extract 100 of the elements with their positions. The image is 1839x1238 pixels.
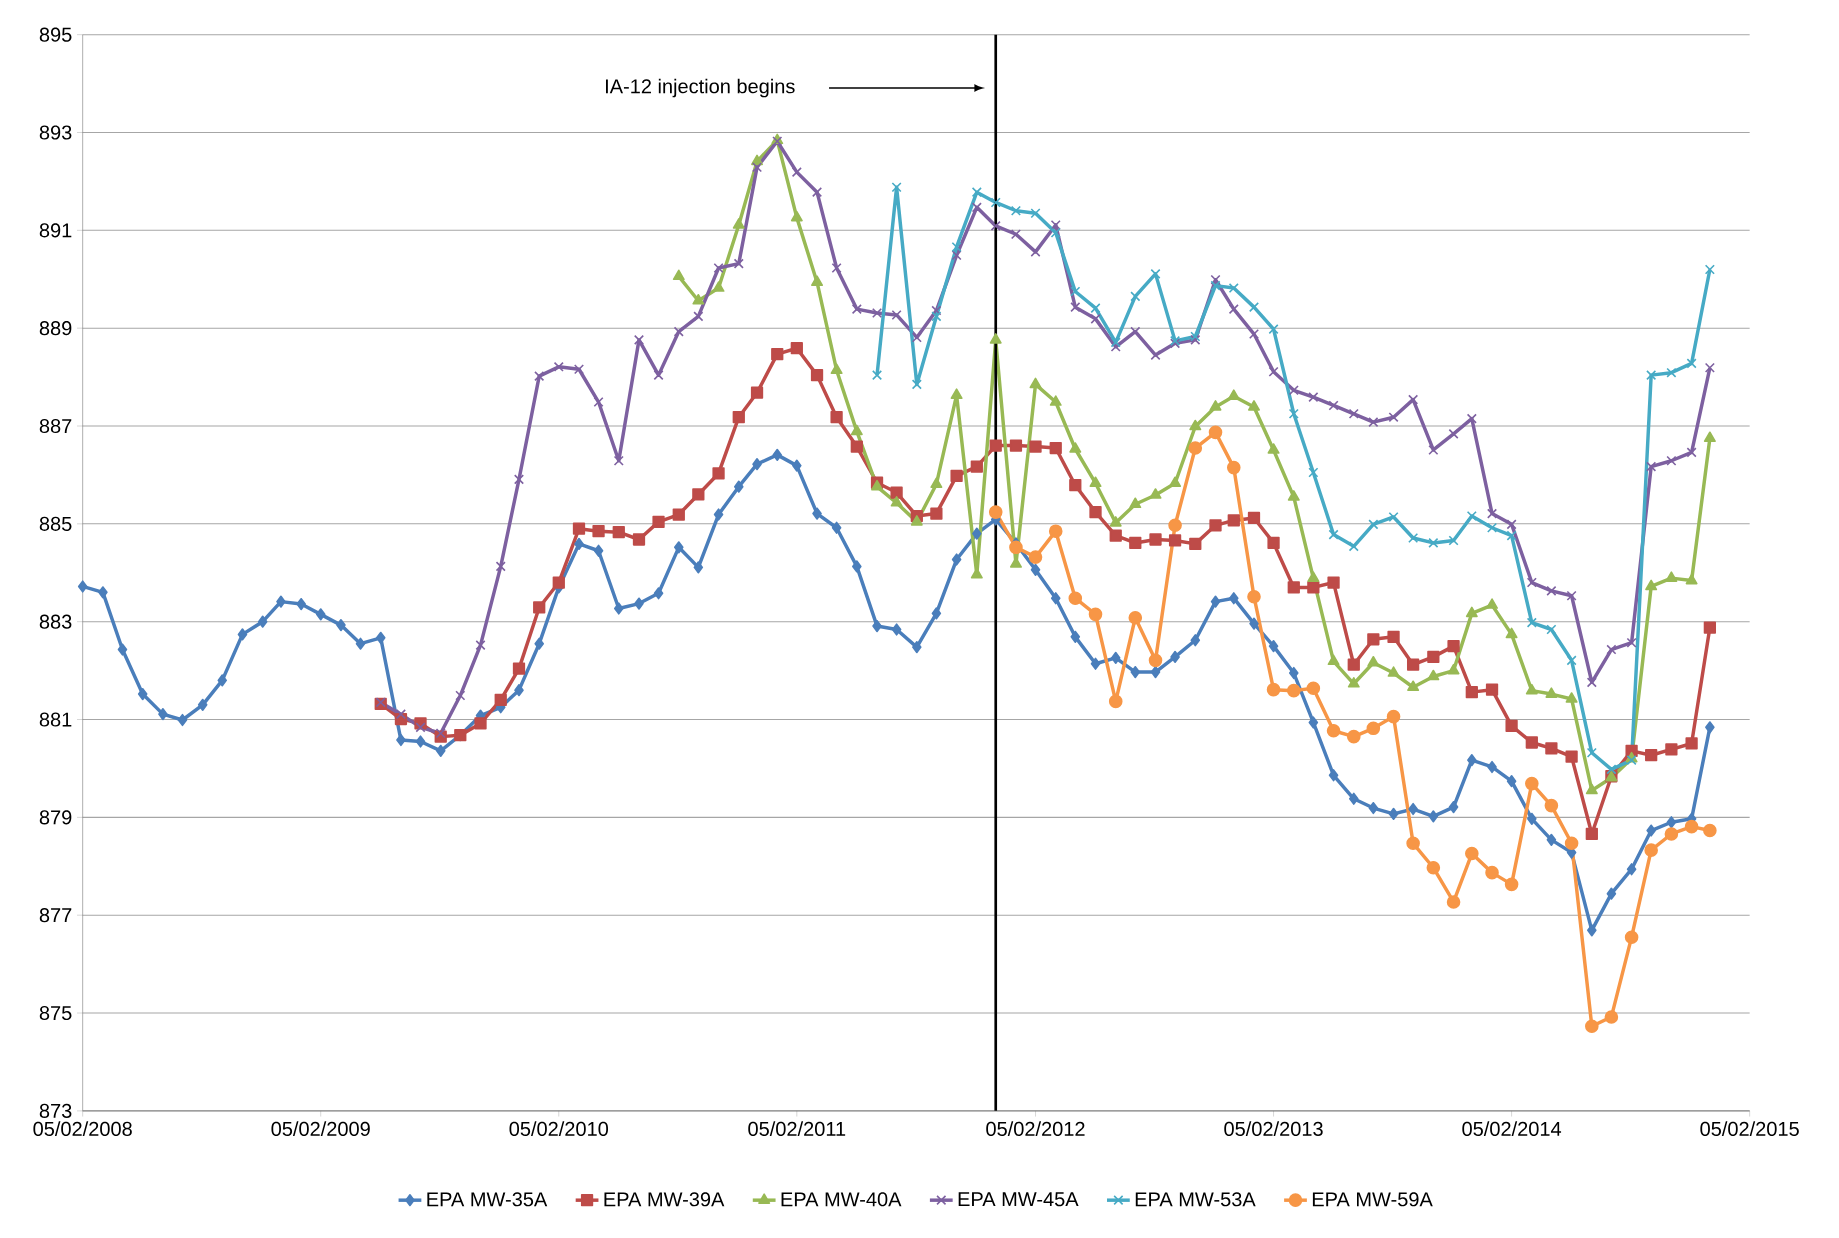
point bbox=[1248, 400, 1260, 411]
point bbox=[1090, 303, 1101, 314]
point bbox=[1029, 377, 1042, 389]
y-tick-label: 891 bbox=[39, 223, 72, 238]
point bbox=[1544, 799, 1559, 813]
point bbox=[1486, 598, 1499, 610]
point bbox=[1190, 331, 1201, 342]
point bbox=[1704, 264, 1715, 275]
point bbox=[1703, 823, 1717, 838]
x-tick-label: 05/02/2012 bbox=[986, 1121, 1085, 1137]
point bbox=[1645, 579, 1658, 591]
point bbox=[1526, 617, 1537, 628]
point bbox=[1504, 877, 1519, 892]
point bbox=[871, 370, 883, 381]
y-tick-label: 879 bbox=[39, 810, 72, 825]
point bbox=[951, 242, 962, 253]
point bbox=[989, 333, 1002, 344]
point bbox=[1686, 358, 1697, 369]
point bbox=[1525, 684, 1538, 695]
point bbox=[1387, 666, 1400, 678]
point bbox=[1407, 680, 1420, 692]
point bbox=[1665, 571, 1678, 583]
point bbox=[1287, 490, 1300, 501]
point bbox=[990, 197, 1001, 208]
point bbox=[891, 182, 902, 193]
point bbox=[1010, 205, 1021, 217]
point bbox=[1247, 590, 1261, 604]
point bbox=[1228, 283, 1239, 294]
point bbox=[1346, 730, 1361, 744]
point bbox=[732, 218, 745, 229]
legend-label: EPA MW-35A bbox=[427, 1192, 548, 1207]
point bbox=[1168, 518, 1182, 533]
point bbox=[830, 363, 843, 375]
point bbox=[790, 211, 803, 222]
point bbox=[1447, 664, 1460, 675]
point bbox=[1148, 653, 1163, 668]
point bbox=[1109, 516, 1122, 527]
x-tick-label: 05/02/2014 bbox=[1462, 1121, 1562, 1137]
point bbox=[1267, 443, 1280, 454]
point bbox=[1604, 1010, 1619, 1024]
y-tick-label: 881 bbox=[39, 712, 72, 727]
point bbox=[1268, 324, 1279, 335]
point bbox=[1448, 535, 1459, 546]
point bbox=[1150, 269, 1161, 280]
point bbox=[1505, 627, 1518, 639]
point bbox=[1606, 764, 1617, 775]
point bbox=[1266, 683, 1281, 697]
x-tick-label: 05/02/2013 bbox=[1224, 1121, 1323, 1137]
point bbox=[1525, 777, 1539, 791]
point bbox=[988, 505, 1003, 520]
point bbox=[1347, 677, 1360, 688]
point bbox=[1624, 930, 1639, 945]
point bbox=[1367, 656, 1380, 667]
point bbox=[1226, 461, 1241, 475]
x-tick-label: 05/02/2011 bbox=[748, 1121, 846, 1137]
point bbox=[1664, 827, 1679, 841]
point bbox=[1089, 476, 1102, 488]
point bbox=[1306, 681, 1321, 696]
point bbox=[1328, 529, 1339, 540]
point bbox=[850, 424, 863, 436]
x-tick-label: 05/02/2008 bbox=[33, 1121, 132, 1137]
point bbox=[871, 480, 884, 491]
point bbox=[1386, 709, 1401, 724]
point bbox=[1327, 654, 1340, 666]
point bbox=[1565, 692, 1578, 703]
point bbox=[1487, 522, 1498, 534]
point bbox=[1666, 367, 1677, 378]
point bbox=[1209, 400, 1222, 411]
point bbox=[1307, 571, 1320, 583]
point bbox=[1227, 389, 1240, 401]
y-tick-label: 893 bbox=[39, 125, 72, 140]
point bbox=[1545, 687, 1558, 699]
x-tick-label: 05/02/2009 bbox=[271, 1121, 370, 1137]
point bbox=[1210, 280, 1221, 291]
point bbox=[1149, 488, 1162, 499]
y-tick-label: 885 bbox=[39, 516, 72, 532]
point bbox=[1050, 227, 1061, 239]
point bbox=[1068, 591, 1083, 606]
point bbox=[811, 275, 824, 287]
point bbox=[1286, 684, 1301, 698]
point bbox=[1427, 669, 1440, 681]
y-tick-label: 883 bbox=[39, 614, 72, 629]
point bbox=[910, 515, 923, 526]
point bbox=[1129, 497, 1142, 509]
point bbox=[1110, 337, 1121, 348]
point bbox=[1644, 843, 1658, 858]
point bbox=[931, 311, 942, 322]
point bbox=[1366, 721, 1381, 736]
y-tick-label: 875 bbox=[39, 1006, 72, 1021]
point bbox=[1388, 512, 1399, 523]
point bbox=[712, 281, 725, 293]
point bbox=[950, 388, 963, 400]
legend-label: EPA MW-59A bbox=[1312, 1192, 1433, 1207]
point bbox=[1428, 538, 1439, 549]
annotation: IA-12 injection begins bbox=[606, 78, 795, 98]
point bbox=[1703, 431, 1716, 443]
point bbox=[1685, 574, 1698, 585]
point bbox=[1646, 370, 1657, 381]
point bbox=[1426, 861, 1441, 875]
point bbox=[1485, 866, 1499, 880]
